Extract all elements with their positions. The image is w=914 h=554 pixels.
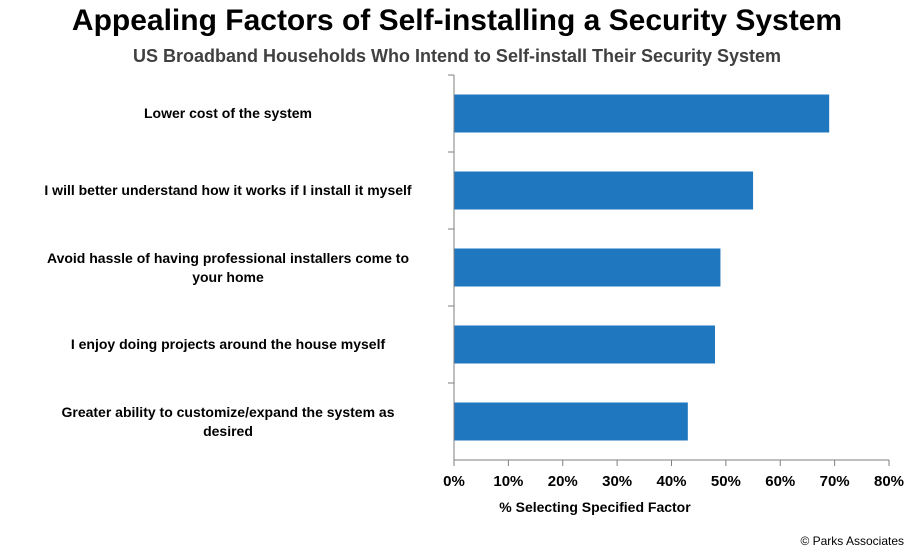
category-label-line: I enjoy doing projects around the house …	[70, 336, 386, 352]
category-label-line: Greater ability to customize/expand the …	[61, 403, 395, 420]
credit-text: © Parks Associates	[800, 534, 904, 548]
bar-1	[454, 94, 830, 133]
category-label-2: I will better understand how it works if…	[8, 181, 448, 200]
bar-5	[454, 402, 688, 441]
chart-subtitle: US Broadband Households Who Intend to Se…	[132, 46, 782, 66]
x-tick-label: 40%	[656, 473, 686, 490]
category-label-line: Lower cost of the system	[143, 105, 313, 121]
x-tick-label: 50%	[711, 473, 741, 490]
x-tick-label: 70%	[820, 473, 850, 490]
category-label-line: desired	[203, 422, 253, 439]
bar-2	[454, 171, 754, 210]
x-tick-label: 0%	[443, 473, 465, 490]
category-label-1: Lower cost of the system	[8, 104, 448, 123]
category-label-line: Avoid hassle of having professional inst…	[46, 249, 410, 266]
chart-title: Appealing Factors of Self-installing a S…	[71, 4, 843, 37]
category-label-3: Avoid hassle of having professional inst…	[8, 249, 448, 287]
category-label-line: your home	[192, 268, 264, 285]
bar-3	[454, 248, 721, 287]
x-axis-label: % Selecting Specified Factor	[499, 499, 691, 515]
x-tick-label: 20%	[548, 473, 578, 490]
x-tick-label: 30%	[602, 473, 632, 490]
category-label-line: I will better understand how it works if…	[44, 182, 412, 198]
x-tick-label: 60%	[765, 473, 795, 490]
category-label-4: I enjoy doing projects around the house …	[8, 335, 448, 354]
bar-4	[454, 325, 715, 364]
category-label-5: Greater ability to customize/expand the …	[8, 403, 448, 441]
x-tick-label: 80%	[874, 473, 904, 490]
x-tick-label: 10%	[493, 473, 523, 490]
